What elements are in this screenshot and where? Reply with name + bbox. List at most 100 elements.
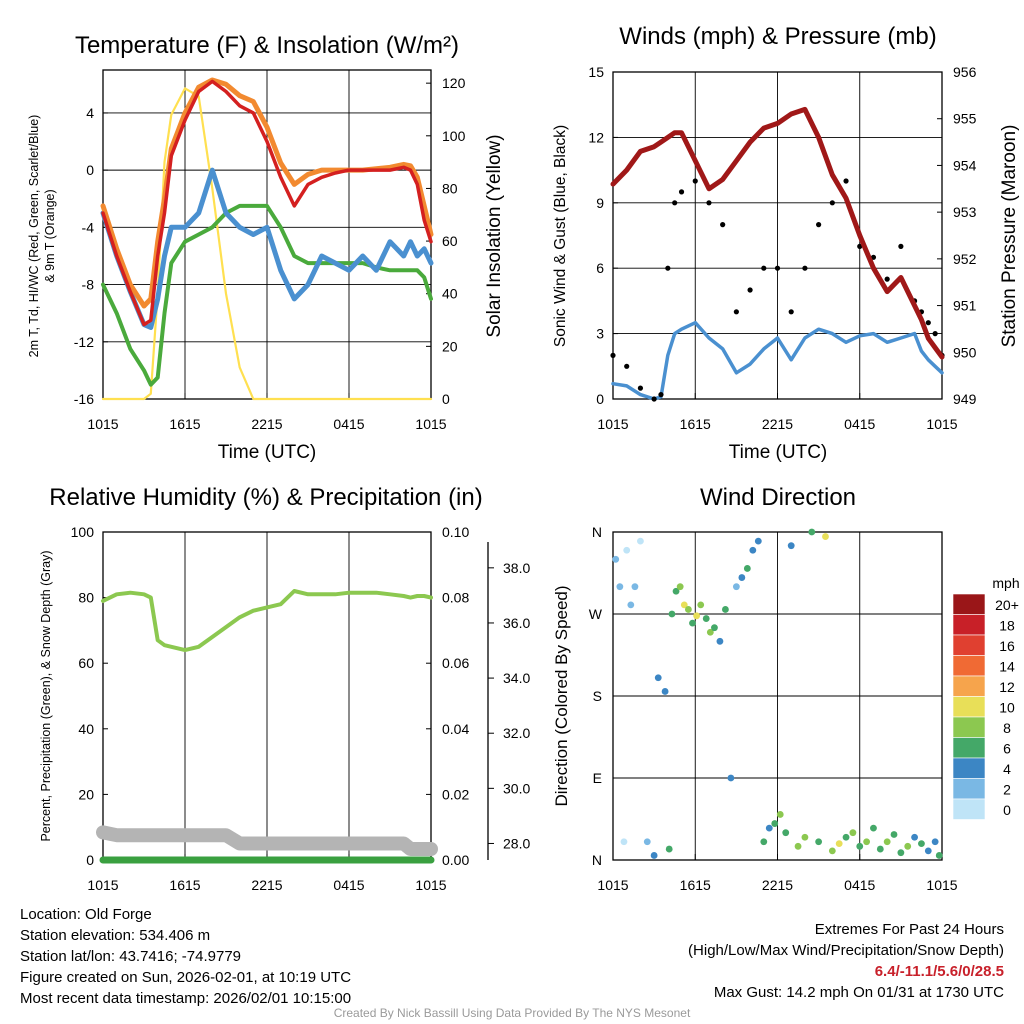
direction-point	[689, 619, 696, 627]
direction-point	[935, 852, 943, 859]
winds-y2tick-label: 952	[953, 251, 977, 267]
legend-swatch	[952, 593, 986, 615]
direction-ytick-label: N	[592, 524, 602, 540]
winds-xtick-label: 1615	[680, 416, 711, 432]
direction-point	[612, 555, 620, 563]
direction-point	[716, 637, 724, 645]
humidity-panel: 1015 1615 2215 0415 1015 0 20 40 60 80 100 0.00 0.02…	[71, 524, 531, 893]
direction-point	[815, 838, 823, 846]
direction-point	[822, 533, 829, 540]
direction-xtick-label: 1015	[597, 877, 628, 893]
winds-ytick-label: 6	[596, 260, 604, 276]
gust-point	[932, 331, 938, 337]
direction-point	[794, 842, 802, 850]
winds-xtick-label: 1015	[926, 416, 957, 432]
direction-ytick-label: E	[593, 770, 602, 786]
direction-point	[924, 847, 932, 855]
winds-ytick-label: 9	[596, 195, 604, 211]
direction-point	[706, 628, 714, 636]
direction-point	[782, 829, 790, 837]
direction-point	[842, 833, 850, 841]
winds-y2tick-label: 950	[953, 344, 977, 360]
legend-swatch	[952, 634, 986, 656]
snow-depth-tick-label: 32.0	[503, 725, 530, 741]
humidity-ylabel-left: Percent, Precipitation (Green), & Snow D…	[39, 550, 53, 841]
humidity-ytick-label: 0	[86, 852, 94, 868]
humidity-ytick-label: 100	[71, 524, 95, 540]
winds-ylabel-right: Station Pressure (Maroon)	[999, 125, 1020, 348]
humidity-ytick-label: 80	[78, 590, 94, 606]
direction-point	[676, 583, 684, 591]
solar-insolation-line	[101, 87, 433, 401]
winds-y2tick-label: 951	[953, 298, 977, 314]
direction-xtick-label: 1015	[926, 877, 957, 893]
direction-point	[738, 574, 746, 581]
winds-y2tick-label: 949	[953, 391, 977, 407]
temperature-y2tick-label: 20	[442, 338, 458, 354]
legend-label: 4	[1003, 761, 1011, 777]
winds-xtick-label: 2215	[762, 416, 793, 432]
gust-point	[816, 222, 822, 228]
station-elevation: Station elevation: 534.406 m	[20, 927, 211, 944]
temperature-ytick-label: -16	[74, 391, 94, 407]
legend-label: 0	[1003, 802, 1011, 818]
direction-point	[693, 612, 701, 620]
gust-point	[747, 287, 753, 293]
temperature-y2tick-label: 120	[442, 75, 466, 91]
direction-point	[856, 842, 864, 850]
direction-point	[702, 615, 710, 622]
humidity-y2tick-label: 0.04	[442, 721, 469, 737]
legend-title: mph	[992, 575, 1019, 591]
snow-depth-tick-label: 34.0	[503, 670, 530, 686]
winds-xtick-label: 1015	[597, 416, 628, 432]
direction-point	[616, 583, 624, 591]
gust-point	[774, 265, 781, 271]
temperature-ytick-label: 0	[86, 162, 94, 178]
direction-ytick-label: S	[593, 688, 602, 704]
gust-point	[624, 363, 630, 369]
direction-point	[849, 829, 857, 837]
direction-point	[697, 601, 705, 609]
temperature-y2tick-label: 0	[442, 391, 450, 407]
max-gust: Max Gust: 14.2 mph On 01/31 at 1730 UTC	[713, 984, 1004, 1001]
gust-point	[733, 309, 739, 315]
humidity-xtick-label: 1015	[87, 877, 118, 893]
direction-point	[931, 838, 939, 846]
relative-humidity-line	[101, 589, 433, 653]
gust-point	[843, 178, 849, 184]
temperature-title: Temperature (F) & Insolation (W/m²)	[75, 32, 459, 59]
gust-point	[672, 200, 678, 206]
direction-point	[661, 688, 669, 695]
dewpoint-line	[101, 203, 433, 387]
gust-point	[761, 265, 767, 271]
direction-point	[623, 546, 631, 554]
gust-point	[898, 243, 904, 249]
gust-point	[925, 320, 931, 326]
direction-point	[711, 624, 718, 632]
direction-point	[787, 542, 795, 550]
legend-swatch	[952, 737, 986, 759]
humidity-y2tick-label: 0.02	[442, 786, 469, 802]
sonic-wind-line	[611, 320, 944, 401]
direction-panel: 1015 1615 2215 0415 1015 N E S W N	[589, 524, 958, 893]
gust-point	[651, 396, 657, 402]
direction-point	[749, 546, 757, 554]
extremes-values: 6.4/-11.1/5.6/0/28.5	[874, 963, 1004, 980]
legend-swatch	[952, 655, 986, 677]
winds-xtick-label: 0415	[844, 416, 875, 432]
temperature-ytick-label: 4	[86, 105, 94, 121]
station-latlon: Station lat/lon: 43.7416; -74.9779	[20, 948, 242, 965]
legend-label: 8	[1003, 720, 1011, 736]
temperature-ytick-label: -8	[82, 277, 95, 293]
temperature-ylabel-line2: & 9m T (Orange)	[43, 189, 57, 282]
direction-xtick-label: 1615	[680, 877, 711, 893]
temperature-ytick-label: -12	[74, 334, 94, 350]
gust-point	[692, 178, 698, 184]
direction-point	[631, 583, 639, 591]
direction-point	[870, 824, 877, 832]
winds-ylabel-left: Sonic Wind & Gust (Blue, Black)	[552, 125, 569, 347]
station-info: Location: Old Forge Station elevation: 5…	[20, 904, 351, 1009]
direction-point	[776, 811, 784, 818]
direction-point	[911, 833, 918, 841]
gust-point	[802, 265, 808, 271]
